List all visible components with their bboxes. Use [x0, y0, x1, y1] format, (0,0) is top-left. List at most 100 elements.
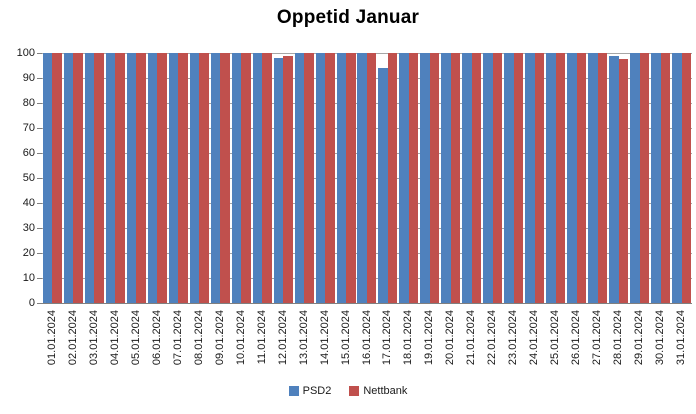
bar-group-08.01.2024 [189, 53, 210, 303]
x-tick-label-28.01.2024: 28.01.2024 [612, 310, 625, 366]
x-tick-label-27.01.2024: 27.01.2024 [591, 310, 604, 366]
bar-group-23.01.2024 [503, 53, 524, 303]
x-tick-label-03.01.2024: 03.01.2024 [87, 310, 100, 366]
bar-nettbank-08.01.2024 [199, 53, 209, 303]
bar-nettbank-23.01.2024 [513, 53, 524, 303]
bar-group-25.01.2024 [545, 53, 566, 303]
bar-nettbank-15.01.2024 [346, 53, 356, 303]
bar-group-09.01.2024 [210, 53, 231, 303]
y-axis-tick [37, 102, 42, 104]
bar-psd2-11.01.2024 [252, 53, 263, 303]
bar-nettbank-31.01.2024 [681, 53, 691, 303]
bar-nettbank-02.01.2024 [73, 53, 83, 303]
bar-group-22.01.2024 [482, 53, 503, 303]
bar-nettbank-14.01.2024 [325, 53, 335, 303]
y-axis-tick [37, 202, 42, 204]
x-tick-label-25.01.2024: 25.01.2024 [549, 310, 562, 366]
bar-psd2-10.01.2024 [231, 53, 242, 303]
bar-nettbank-19.01.2024 [429, 53, 440, 303]
y-axis-tick [37, 152, 42, 154]
x-tick-label-11.01.2024: 11.01.2024 [255, 310, 268, 365]
bar-psd2-24.01.2024 [525, 53, 535, 303]
bar-nettbank-24.01.2024 [534, 53, 545, 303]
x-tick-label-21.01.2024: 21.01.2024 [465, 310, 478, 366]
y-axis-tick [37, 252, 42, 254]
bar-group-15.01.2024 [336, 53, 357, 303]
bar-nettbank-18.01.2024 [408, 53, 419, 303]
bar-group-29.01.2024 [629, 53, 650, 303]
bar-psd2-21.01.2024 [462, 53, 472, 303]
bar-psd2-26.01.2024 [567, 53, 577, 303]
bar-psd2-28.01.2024 [609, 55, 619, 303]
bar-psd2-02.01.2024 [63, 53, 74, 303]
bar-group-12.01.2024 [273, 53, 294, 303]
legend-swatch-nettbank [349, 386, 360, 396]
bar-nettbank-07.01.2024 [178, 53, 188, 303]
y-tick-label-20: 20 [22, 247, 35, 259]
bar-group-11.01.2024 [252, 53, 273, 303]
bar-group-10.01.2024 [231, 53, 252, 303]
x-tick-label-17.01.2024: 17.01.2024 [381, 310, 394, 366]
y-axis-tick [37, 302, 42, 304]
bar-psd2-06.01.2024 [147, 53, 158, 303]
bar-nettbank-12.01.2024 [283, 55, 293, 303]
bar-nettbank-06.01.2024 [157, 53, 167, 303]
bar-nettbank-26.01.2024 [576, 53, 587, 303]
x-tick-label-20.01.2024: 20.01.2024 [444, 310, 457, 366]
bar-psd2-25.01.2024 [546, 53, 556, 303]
bar-nettbank-27.01.2024 [597, 53, 608, 303]
y-axis-tick [37, 52, 42, 54]
x-tick-label-23.01.2024: 23.01.2024 [507, 310, 520, 366]
y-tick-label-40: 40 [22, 197, 35, 209]
x-tick-label-02.01.2024: 02.01.2024 [66, 310, 79, 366]
x-tick-label-05.01.2024: 05.01.2024 [129, 310, 142, 366]
y-axis-tick [37, 127, 42, 129]
x-tick-label-04.01.2024: 04.01.2024 [108, 310, 121, 366]
y-axis-tick [37, 177, 42, 179]
bar-psd2-30.01.2024 [651, 53, 661, 303]
y-tick-label-60: 60 [22, 147, 35, 159]
bar-psd2-31.01.2024 [672, 53, 682, 303]
x-tick-label-22.01.2024: 22.01.2024 [486, 310, 499, 366]
bar-nettbank-21.01.2024 [471, 53, 482, 303]
bar-nettbank-09.01.2024 [220, 53, 230, 303]
bar-nettbank-25.01.2024 [555, 53, 566, 303]
x-tick-label-13.01.2024: 13.01.2024 [297, 310, 310, 366]
bar-group-27.01.2024 [587, 53, 608, 303]
bar-nettbank-28.01.2024 [618, 59, 629, 303]
y-tick-label-30: 30 [22, 222, 35, 234]
bar-psd2-29.01.2024 [630, 53, 640, 303]
x-tick-label-01.01.2024: 01.01.2024 [45, 310, 58, 366]
bar-nettbank-17.01.2024 [387, 53, 398, 303]
bar-psd2-04.01.2024 [105, 53, 116, 303]
bar-nettbank-10.01.2024 [241, 53, 251, 303]
bar-nettbank-04.01.2024 [115, 53, 125, 303]
bar-psd2-14.01.2024 [315, 53, 326, 303]
bar-nettbank-30.01.2024 [660, 53, 671, 303]
bar-group-01.01.2024 [42, 53, 63, 303]
legend-item-nettbank: Nettbank [349, 385, 407, 397]
x-tick-label-31.01.2024: 31.01.2024 [675, 310, 688, 366]
bar-psd2-07.01.2024 [168, 53, 179, 303]
bar-group-07.01.2024 [168, 53, 189, 303]
bar-psd2-08.01.2024 [189, 53, 200, 303]
bar-group-28.01.2024 [608, 53, 629, 303]
x-tick-label-18.01.2024: 18.01.2024 [402, 310, 415, 366]
x-tick-label-29.01.2024: 29.01.2024 [633, 310, 646, 366]
y-axis-tick [37, 227, 42, 229]
bar-group-16.01.2024 [357, 53, 378, 303]
x-tick-label-19.01.2024: 19.01.2024 [423, 310, 436, 366]
legend-swatch-psd2 [288, 386, 299, 396]
x-tick-label-30.01.2024: 30.01.2024 [654, 310, 667, 366]
bar-nettbank-11.01.2024 [262, 53, 272, 303]
x-tick-label-07.01.2024: 07.01.2024 [171, 310, 184, 366]
bar-group-14.01.2024 [315, 53, 336, 303]
bar-group-05.01.2024 [126, 53, 147, 303]
y-tick-label-90: 90 [22, 72, 35, 84]
bar-psd2-15.01.2024 [336, 53, 347, 303]
y-tick-label-50: 50 [22, 172, 35, 184]
x-tick-label-26.01.2024: 26.01.2024 [570, 310, 583, 366]
bar-psd2-05.01.2024 [126, 53, 137, 303]
bar-nettbank-05.01.2024 [136, 53, 146, 303]
